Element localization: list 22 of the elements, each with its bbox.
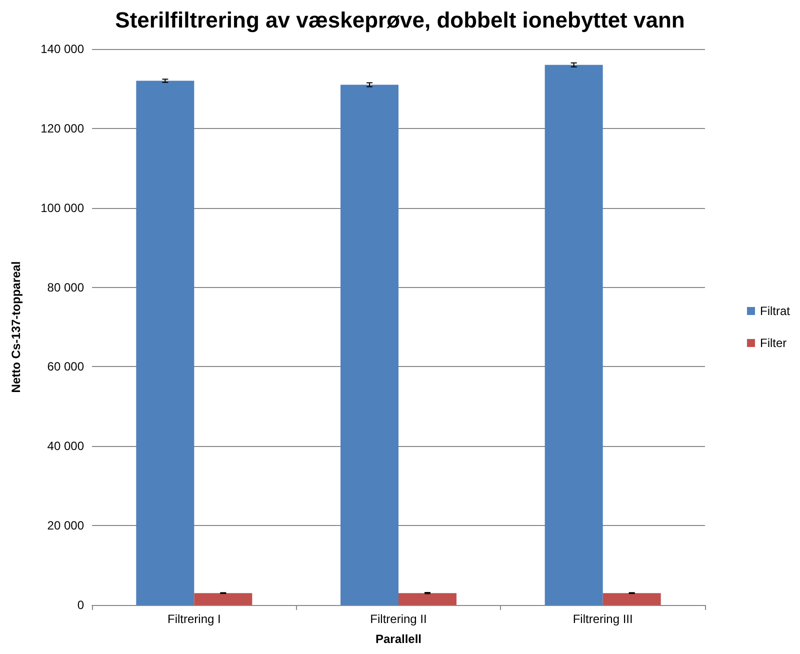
legend-label: Filter xyxy=(760,336,787,350)
y-tick-label: 60 000 xyxy=(47,360,84,374)
y-tick-label: 40 000 xyxy=(47,439,84,454)
x-tick-label: Filtrering I xyxy=(167,612,221,626)
y-tick-label: 120 000 xyxy=(40,121,84,136)
y-tick-label: 0 xyxy=(77,598,84,612)
y-tick-label: 80 000 xyxy=(47,280,84,294)
bar xyxy=(340,84,398,605)
x-axis-title: Parallell xyxy=(375,632,422,646)
bar xyxy=(398,593,456,605)
x-tick-label: Filtrering III xyxy=(572,612,633,626)
chart-title: Sterilfiltrering av væskeprøve, dobbelt ionebyttet vann xyxy=(115,8,685,32)
x-tick-label: Filtrering II xyxy=(370,612,427,626)
y-tick-label: 140 000 xyxy=(40,42,84,56)
legend-label: Filtrat xyxy=(760,304,791,318)
bar xyxy=(544,64,603,605)
bar xyxy=(602,593,661,605)
y-tick-label: 100 000 xyxy=(40,200,84,215)
y-tick-label: 20 000 xyxy=(47,518,84,533)
bar xyxy=(194,593,252,605)
y-axis-title: Netto Cs-137-toppareal xyxy=(9,261,23,393)
bar xyxy=(136,80,194,605)
